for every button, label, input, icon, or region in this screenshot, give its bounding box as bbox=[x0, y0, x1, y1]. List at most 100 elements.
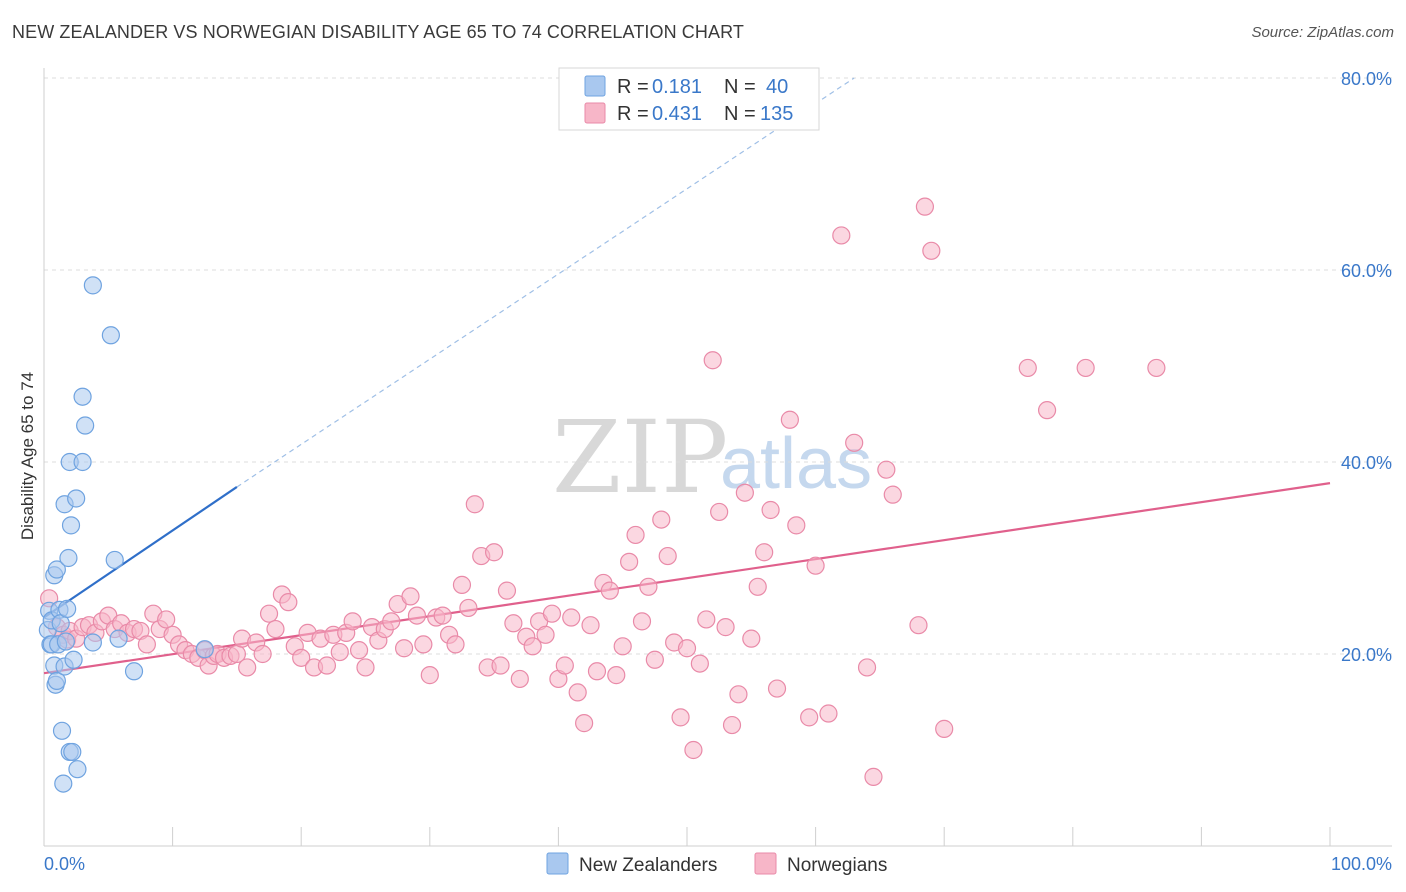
point-norwegians bbox=[780, 410, 799, 429]
legend-r-value: 0.431 bbox=[652, 103, 702, 125]
point-norwegians bbox=[690, 654, 709, 673]
point-new-zealanders bbox=[73, 452, 92, 472]
point-norwegians bbox=[1037, 401, 1057, 420]
point-norwegians bbox=[703, 351, 722, 370]
point-norwegians bbox=[1147, 358, 1166, 378]
point-norwegians bbox=[742, 629, 761, 648]
point-norwegians bbox=[677, 639, 697, 658]
axes bbox=[43, 68, 1392, 847]
legend-bottom-label-norwegians: Norwegians bbox=[787, 855, 887, 876]
x-tick-label-min: 0.0% bbox=[44, 854, 85, 874]
point-norwegians bbox=[883, 485, 902, 504]
point-new-zealanders bbox=[56, 632, 75, 651]
legend-swatch-norwegians bbox=[584, 102, 606, 124]
point-norwegians bbox=[632, 612, 652, 631]
point-new-zealanders bbox=[54, 774, 73, 793]
point-new-zealanders bbox=[59, 548, 78, 568]
point-norwegians bbox=[343, 612, 362, 631]
point-norwegians bbox=[317, 656, 337, 675]
point-norwegians bbox=[748, 577, 767, 596]
point-norwegians bbox=[697, 610, 716, 629]
point-norwegians bbox=[710, 502, 729, 522]
legend-n-value: 135 bbox=[760, 103, 793, 125]
x-ticks bbox=[172, 827, 1331, 846]
point-norwegians bbox=[845, 433, 864, 452]
legend-r-label: R = bbox=[617, 103, 649, 125]
point-new-zealanders bbox=[52, 721, 72, 740]
point-norwegians bbox=[137, 635, 156, 654]
point-norwegians bbox=[292, 648, 311, 667]
y-tick-label: 20.0% bbox=[1341, 645, 1392, 665]
legend-swatch-new-zealanders bbox=[584, 75, 606, 97]
point-norwegians bbox=[504, 614, 523, 633]
point-norwegians bbox=[800, 708, 819, 727]
point-norwegians bbox=[819, 704, 838, 723]
point-norwegians bbox=[877, 460, 896, 479]
legend-r-value: 0.181 bbox=[652, 76, 702, 98]
point-norwegians bbox=[536, 625, 555, 644]
point-norwegians bbox=[761, 500, 780, 520]
point-norwegians bbox=[864, 767, 883, 786]
point-norwegians bbox=[356, 658, 375, 677]
point-norwegians bbox=[716, 618, 735, 637]
point-norwegians bbox=[922, 241, 941, 260]
legend-r-label: R = bbox=[617, 76, 649, 98]
point-norwegians bbox=[420, 666, 439, 685]
legend-bottom-swatch-norwegians bbox=[754, 852, 777, 875]
point-norwegians bbox=[266, 619, 285, 639]
point-norwegians bbox=[626, 525, 645, 545]
point-norwegians bbox=[349, 641, 369, 660]
point-norwegians bbox=[238, 658, 257, 677]
point-norwegians bbox=[658, 546, 677, 566]
y-tick-label: 40.0% bbox=[1341, 453, 1392, 473]
point-new-zealanders bbox=[73, 387, 92, 406]
point-new-zealanders bbox=[67, 489, 86, 508]
source-label: Source: ZipAtlas.com bbox=[1251, 24, 1394, 41]
point-norwegians bbox=[491, 656, 510, 675]
y-tick-label: 80.0% bbox=[1341, 69, 1392, 89]
point-norwegians bbox=[684, 740, 703, 760]
point-norwegians bbox=[652, 510, 671, 529]
point-norwegians bbox=[1018, 358, 1037, 378]
point-norwegians bbox=[909, 616, 928, 635]
point-norwegians bbox=[639, 577, 658, 596]
point-norwegians bbox=[433, 606, 452, 625]
y-tick-labels: 20.0% 40.0% 60.0% 80.0% bbox=[1341, 69, 1392, 665]
watermark-zip: ZIP bbox=[552, 399, 728, 516]
point-new-zealanders bbox=[61, 516, 81, 535]
trendlines bbox=[43, 77, 1331, 675]
point-norwegians bbox=[452, 575, 472, 594]
point-new-zealanders bbox=[58, 599, 77, 618]
point-norwegians bbox=[555, 656, 574, 675]
point-norwegians bbox=[767, 679, 787, 698]
point-new-zealanders bbox=[47, 560, 66, 579]
point-new-zealanders bbox=[64, 650, 83, 669]
point-norwegians bbox=[446, 635, 465, 654]
legend-n-label: N = bbox=[724, 76, 756, 98]
point-norwegians bbox=[497, 581, 517, 600]
point-new-zealanders bbox=[124, 662, 144, 681]
trendline-new-zealanders bbox=[43, 486, 238, 619]
legend-bottom: New Zealanders Norwegians bbox=[546, 852, 887, 876]
point-norwegians bbox=[382, 612, 401, 631]
point-norwegians bbox=[253, 644, 272, 664]
point-norwegians bbox=[523, 637, 542, 656]
point-norwegians bbox=[620, 552, 639, 571]
point-new-zealanders bbox=[101, 326, 120, 345]
point-norwegians bbox=[787, 516, 806, 535]
point-new-zealanders bbox=[63, 742, 82, 762]
point-norwegians bbox=[755, 543, 774, 562]
point-norwegians bbox=[568, 683, 587, 702]
point-norwegians bbox=[722, 715, 742, 735]
point-norwegians bbox=[613, 637, 632, 656]
point-norwegians bbox=[279, 593, 298, 612]
point-norwegians bbox=[735, 483, 754, 502]
point-norwegians bbox=[832, 226, 851, 245]
trendline-extension bbox=[236, 77, 855, 488]
point-norwegians bbox=[414, 635, 433, 654]
point-new-zealanders bbox=[83, 276, 102, 295]
point-norwegians bbox=[562, 608, 581, 627]
legend-top: R = 0.181 N = 40 R = 0.431 N = 135 bbox=[558, 67, 820, 131]
point-norwegians bbox=[401, 587, 420, 606]
